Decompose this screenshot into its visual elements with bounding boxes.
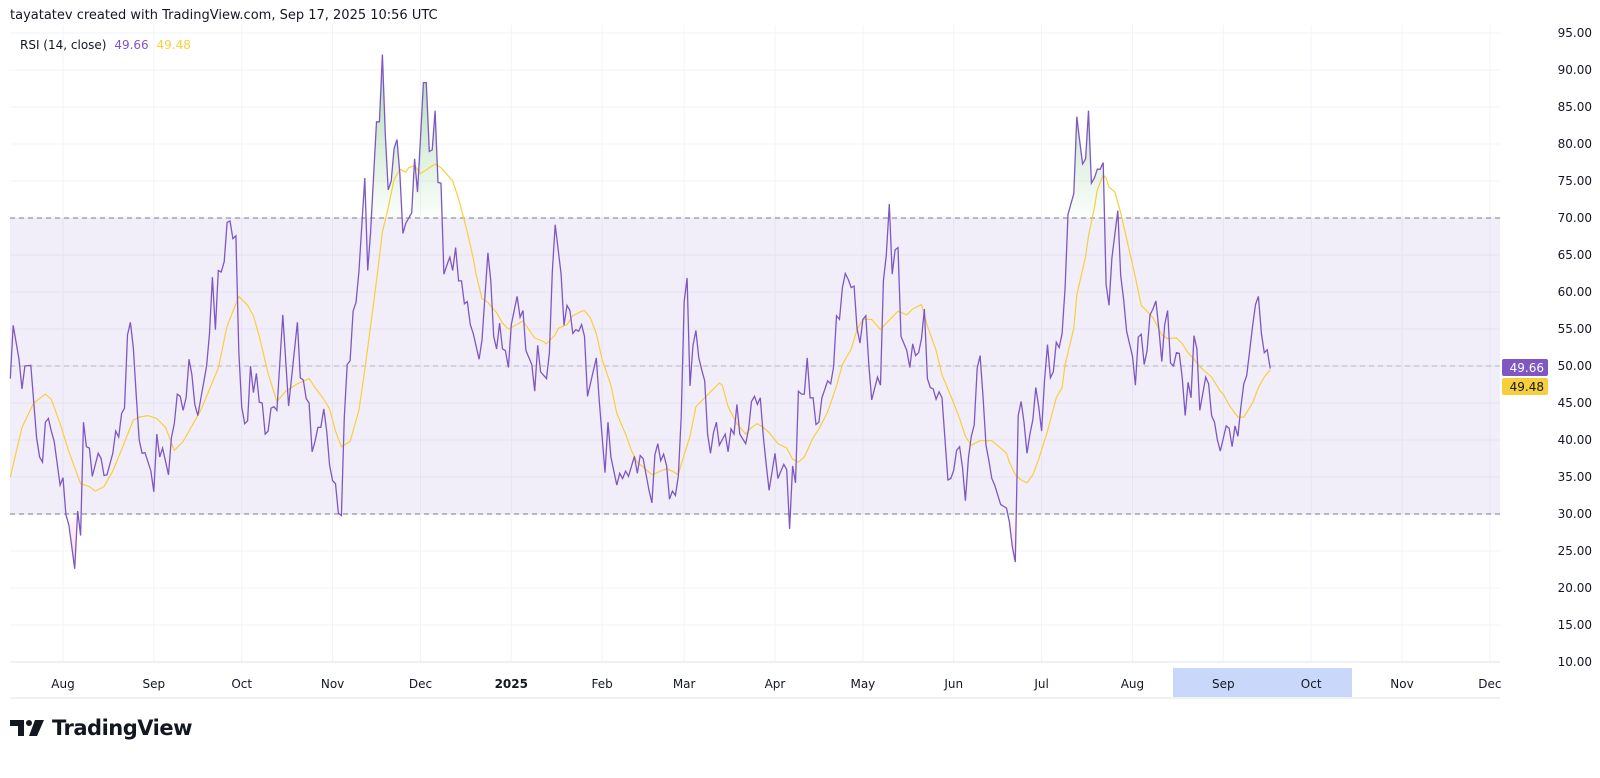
x-tick-label: Nov xyxy=(1390,677,1413,691)
chart-credit: tayatatev created with TradingView.com, … xyxy=(10,8,438,23)
rsi-current-value: 49.66 xyxy=(114,38,149,52)
price-axis[interactable]: 10.00 15.00 20.00 25.00 30.00 35.00 40.00 45.00… xyxy=(1558,26,1592,669)
indicator-legend[interactable]: RSI (14, close) 49.66 49.48 xyxy=(20,38,195,52)
y-tick-label: 55.00 xyxy=(1558,322,1592,336)
time-axis[interactable]: Aug Sep Oct Nov Dec 2025 Feb Mar Apr May Jun Jul Aug… xyxy=(51,677,1501,691)
x-tick-label: May xyxy=(850,677,875,691)
rsi-band-background xyxy=(10,218,1500,514)
x-tick-label: Mar xyxy=(673,677,696,691)
y-tick-label: 80.00 xyxy=(1558,137,1592,151)
y-tick-label: 25.00 xyxy=(1558,544,1592,558)
rsi-ma-line xyxy=(9,163,1271,492)
y-tick-label: 10.00 xyxy=(1558,655,1592,669)
y-tick-label: 45.00 xyxy=(1558,396,1592,410)
tradingview-logo-icon xyxy=(10,720,44,736)
y-tick-label: 35.00 xyxy=(1558,470,1592,484)
y-tick-label: 40.00 xyxy=(1558,433,1592,447)
y-tick-label: 60.00 xyxy=(1558,285,1592,299)
x-tick-label: Dec xyxy=(1478,677,1501,691)
x-tick-label: Dec xyxy=(409,677,432,691)
y-tick-label: 50.00 xyxy=(1558,359,1592,373)
ma-value-badge-text: 49.48 xyxy=(1510,380,1544,394)
x-tick-label: Aug xyxy=(1121,677,1144,691)
tradingview-logo[interactable]: TradingView xyxy=(10,716,192,740)
rsi-line xyxy=(9,54,1271,569)
y-tick-label: 75.00 xyxy=(1558,174,1592,188)
y-tick-label: 70.00 xyxy=(1558,211,1592,225)
y-tick-label: 30.00 xyxy=(1558,507,1592,521)
x-tick-label: Apr xyxy=(765,677,786,691)
x-tick-label: Aug xyxy=(51,677,74,691)
indicator-name: RSI (14, close) xyxy=(20,38,107,52)
y-tick-label: 95.00 xyxy=(1558,26,1592,40)
x-tick-label: Sep xyxy=(143,677,166,691)
y-tick-label: 65.00 xyxy=(1558,248,1592,262)
ma-current-value: 49.48 xyxy=(156,38,191,52)
price-badges: 49.66 49.48 xyxy=(1502,359,1548,395)
rsi-value-badge-text: 49.66 xyxy=(1510,361,1544,375)
y-tick-label: 90.00 xyxy=(1558,63,1592,77)
rsi-value-badge xyxy=(1502,359,1548,376)
time-range-highlight xyxy=(1173,668,1352,697)
x-tick-label: Sep xyxy=(1212,677,1235,691)
x-tick-label: Nov xyxy=(321,677,344,691)
y-tick-label: 20.00 xyxy=(1558,581,1592,595)
y-tick-label: 85.00 xyxy=(1558,100,1592,114)
y-tick-label: 15.00 xyxy=(1558,618,1592,632)
x-tick-label: Oct xyxy=(231,677,252,691)
x-tick-label: Oct xyxy=(1301,677,1322,691)
ma-value-badge xyxy=(1502,378,1548,395)
x-tick-label: 2025 xyxy=(495,677,528,691)
x-tick-label: Feb xyxy=(591,677,612,691)
x-tick-label: Jul xyxy=(1033,677,1048,691)
x-tick-label: Jun xyxy=(943,677,963,691)
tradingview-logo-text: TradingView xyxy=(52,716,192,740)
